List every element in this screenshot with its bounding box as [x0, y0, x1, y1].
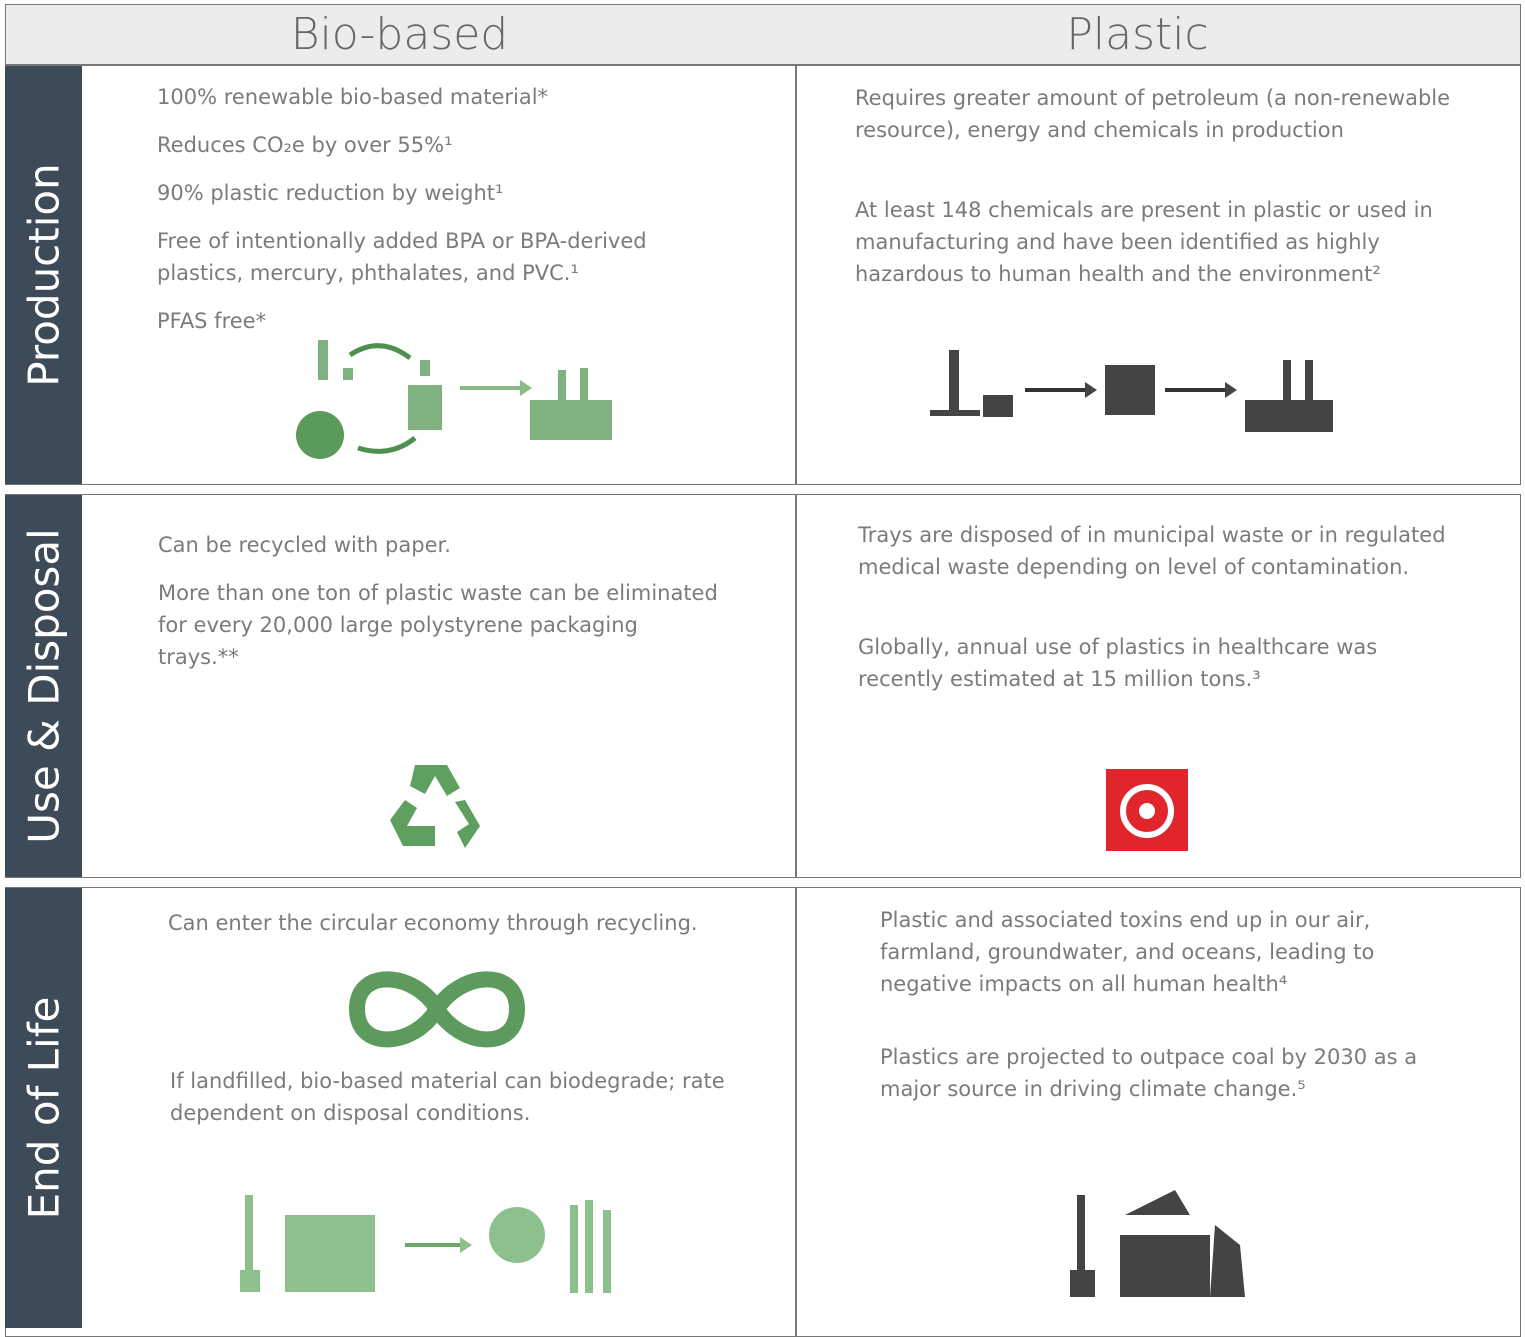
infinity-icon — [345, 962, 530, 1057]
page: Bio-based Plastic Production 100% renewa… — [0, 0, 1525, 1328]
production-plastic-icon — [925, 345, 1345, 440]
column-title: Bio-based — [82, 4, 717, 65]
text: Requires greater amount of petroleum (a … — [855, 82, 1455, 146]
row-label: Production — [5, 66, 82, 484]
text: Plastic and associated toxins end up in … — [880, 904, 1460, 1000]
row-label-text: End of Life — [19, 997, 68, 1220]
end-bio-icon — [235, 1175, 635, 1300]
row-label: End of Life — [5, 888, 82, 1328]
text: Trays are disposed of in municipal waste… — [858, 519, 1458, 583]
row-label-text: Use & Disposal — [19, 528, 68, 843]
text: Can enter the circular economy through r… — [168, 907, 768, 939]
text: 100% renewable bio-based material* — [157, 81, 737, 113]
text: Reduces CO₂e by over 55%¹ — [157, 129, 737, 161]
divider — [795, 65, 797, 485]
text: At least 148 chemicals are present in pl… — [855, 194, 1495, 290]
production-bio-icon — [280, 330, 630, 465]
row-label: Use & Disposal — [5, 495, 82, 877]
text: 90% plastic reduction by weight¹ — [157, 177, 737, 209]
divider — [795, 887, 797, 1337]
row-label-text: Production — [19, 163, 68, 386]
text: Can be recycled with paper. — [158, 529, 738, 561]
end-plastic-icon — [1065, 1165, 1250, 1300]
text: Free of intentionally added BPA or BPA-d… — [157, 225, 727, 289]
biohazard-icon — [1106, 769, 1188, 851]
recycle-icon — [385, 760, 481, 852]
divider — [795, 494, 797, 878]
text: Plastics are projected to outpace coal b… — [880, 1041, 1480, 1105]
text: More than one ton of plastic waste can b… — [158, 577, 718, 673]
text: Globally, annual use of plastics in heal… — [858, 631, 1458, 695]
text: If landfilled, bio-based material can bi… — [170, 1065, 750, 1129]
column-title: Plastic — [795, 4, 1480, 65]
